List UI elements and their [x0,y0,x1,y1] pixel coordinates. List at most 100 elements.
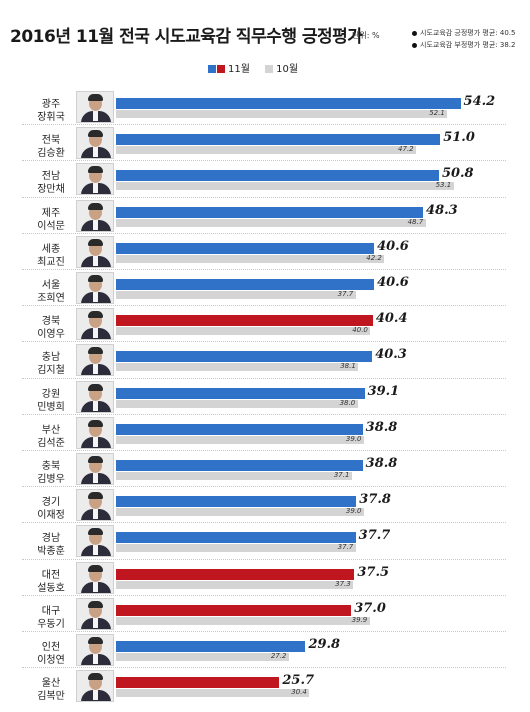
bar-november [116,387,365,399]
bar-october [116,435,364,444]
row-divider [22,522,506,524]
portrait-hair [88,456,103,463]
bar-october [116,218,426,227]
value-label-october: 48.7 [407,217,424,226]
row-divider [22,667,506,669]
value-label-october: 39.0 [345,507,362,516]
row-divider [22,269,506,270]
person-name: 조희연 [37,293,65,304]
portrait-shirt [93,183,98,194]
value-label-october: 39.9 [351,615,368,624]
portrait-image [76,561,114,594]
bar-november [116,279,375,290]
portrait-hair [88,166,103,174]
portrait-shirt [93,617,98,628]
portrait-image [76,670,114,703]
bar-november [116,242,375,254]
value-label-november: 37.7 [358,528,391,544]
portrait-image [76,199,114,232]
value-label-november: 37.5 [357,564,390,580]
bar-october [116,182,454,191]
bar-october [116,327,371,336]
region-label: 부산 [41,424,61,436]
bar-november [116,460,363,471]
portrait-hair [88,419,103,427]
portrait-image [76,489,114,522]
value-label-november: 40.3 [375,347,407,363]
person-name: 이재정 [37,510,65,522]
portrait-hair [88,528,103,536]
portrait-image [76,91,114,123]
region-label: 제주 [41,207,61,219]
region-label: 서울 [41,280,61,291]
portrait-image [76,380,114,413]
portrait-shirt [93,219,98,230]
region-label: 강원 [41,388,61,400]
person-name: 김복만 [37,691,65,703]
row-divider [22,594,506,596]
portrait-hair [88,600,103,608]
bar-november [116,315,373,327]
portrait-hair [88,564,103,572]
value-label-november: 29.8 [308,637,341,652]
person-name: 이영우 [37,329,65,341]
portrait-hair [88,347,103,355]
portrait-image [76,597,114,630]
row-divider [22,160,506,162]
row-divider [22,450,506,451]
region-label: 경남 [41,533,61,545]
person-name: 김지철 [37,365,65,377]
value-label-november: 50.8 [441,166,474,182]
person-name: 민병희 [37,401,65,413]
row-divider [22,413,506,415]
row-divider [22,631,506,632]
positive-average-note: 시도교육감 긍정평가 평균: 40.5 [412,28,515,38]
person-name: 우동기 [37,618,65,630]
value-label-october: 30.4 [291,688,307,697]
region-label: 세종 [41,243,61,255]
portrait-shirt [93,400,98,411]
person-name: 설동호 [37,582,65,594]
value-label-november: 54.2 [463,94,496,109]
portrait-shirt [93,147,98,158]
region-label: 전북 [41,135,61,147]
portrait-hair [88,492,103,500]
value-label-october: 37.7 [337,290,354,298]
bar-october [116,472,352,480]
bar-november [116,532,356,544]
row-divider [22,377,506,379]
bar-october [116,110,448,118]
value-label-october: 27.2 [270,652,287,660]
portrait-shirt [93,328,98,339]
portrait-hair [88,238,103,246]
portrait-hair [88,311,103,319]
bar-november [116,351,373,363]
portrait-image [76,525,114,558]
bar-october [116,254,385,263]
value-label-october: 52.1 [429,109,445,117]
value-label-october: 40.0 [352,326,368,335]
region-label: 충북 [41,461,61,472]
person-name: 김승환 [37,148,65,160]
person-name: 장휘국 [37,112,65,123]
bar-october [116,653,289,661]
portrait-shirt [93,509,98,520]
bar-october [116,580,354,589]
bar-october [116,146,417,155]
region-label: 경북 [41,316,61,328]
row-divider [22,232,506,234]
portrait-hair [88,275,103,282]
row-divider [22,341,506,343]
portrait-shirt [93,473,98,483]
portrait-shirt [93,436,98,447]
value-label-november: 38.8 [365,419,398,435]
portrait-hair [88,94,103,101]
bullet-icon [412,42,417,48]
person-name: 최교진 [37,256,65,268]
row-divider [22,196,506,198]
region-label: 울산 [41,678,61,690]
value-label-november: 48.3 [426,202,458,218]
portrait-image [76,272,114,304]
bar-october [116,544,356,553]
portrait-shirt [93,654,98,664]
